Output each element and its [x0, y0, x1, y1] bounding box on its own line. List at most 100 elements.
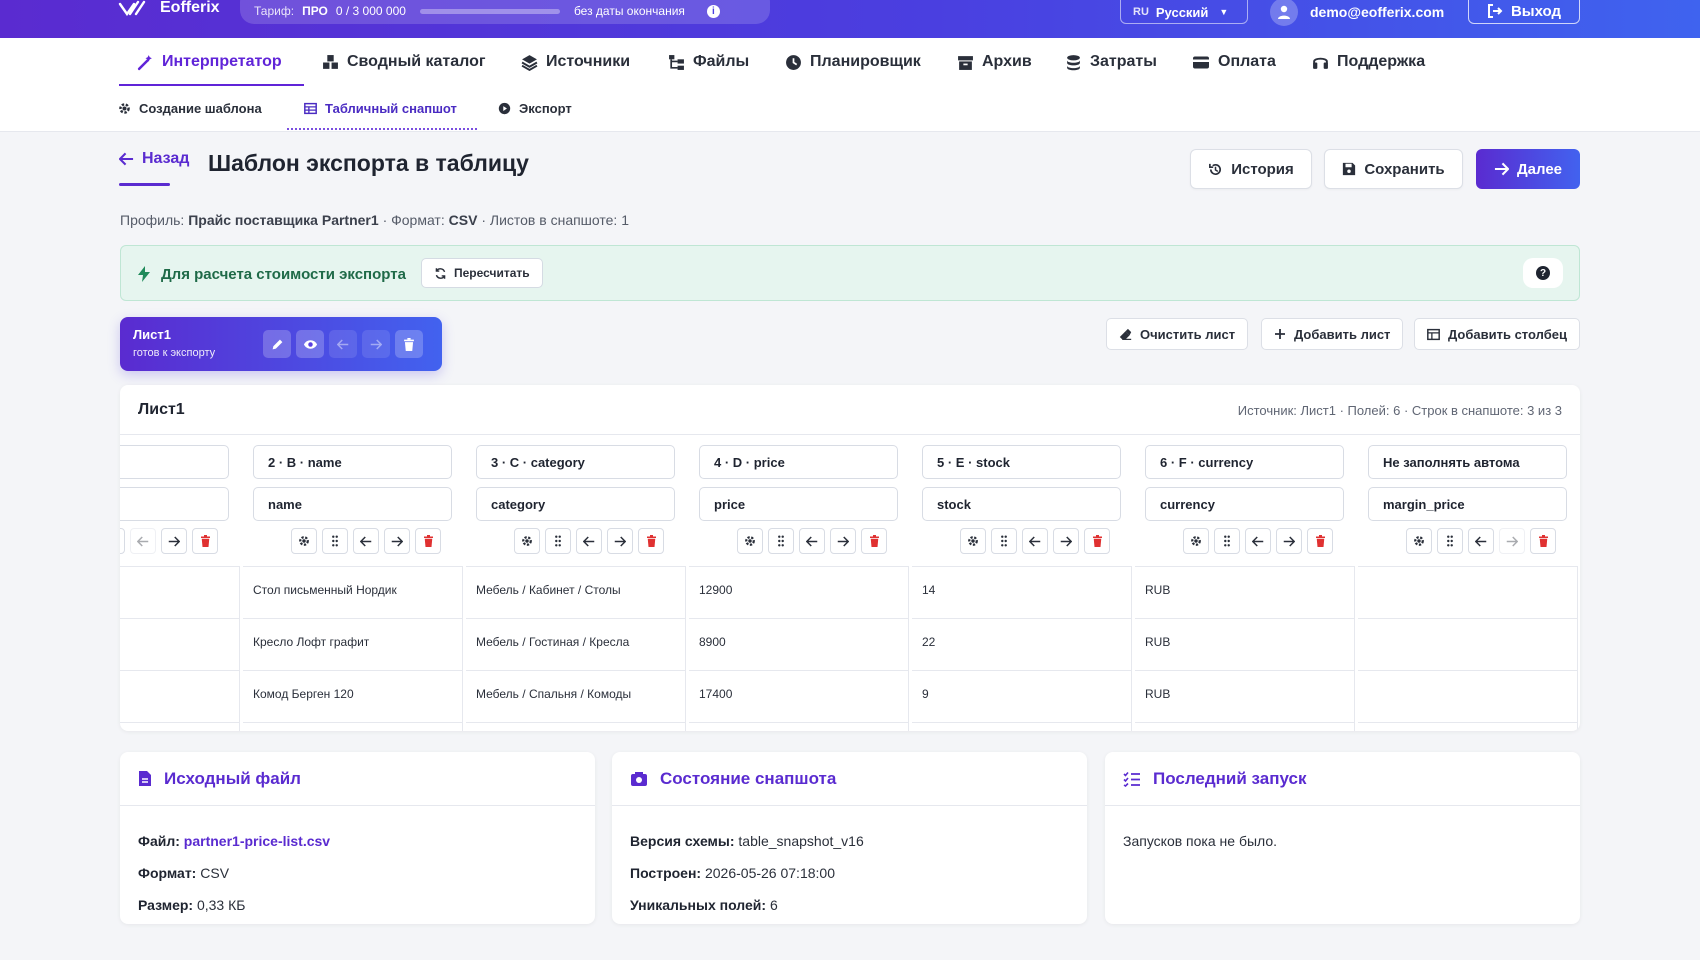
add-column-button[interactable]: Добавить столбец	[1414, 318, 1580, 350]
column-title-field[interactable]: 3 · C · category	[476, 445, 675, 479]
column-field-name-input[interactable]: stock	[922, 487, 1121, 521]
clear-sheet-button[interactable]: Очистить лист	[1106, 318, 1249, 350]
save-button[interactable]: Сохранить	[1324, 149, 1463, 189]
edit-sheet-button[interactable]	[263, 330, 291, 358]
column-field-name-input[interactable]	[120, 487, 229, 521]
snapshot-state-card: Состояние снапшота Версия схемы: table_s…	[612, 752, 1087, 924]
add-sheet-button[interactable]: Добавить лист	[1261, 318, 1404, 350]
move-column-left-button[interactable]	[353, 528, 379, 554]
table-cell: 22	[912, 620, 1132, 671]
column-title-field[interactable]: 5 · E · stock	[922, 445, 1121, 479]
nav-support[interactable]: Поддержка	[1312, 38, 1425, 86]
column-field-name-input[interactable]: name	[253, 487, 452, 521]
column-field-name-input[interactable]: price	[699, 487, 898, 521]
delete-column-button[interactable]	[1084, 528, 1110, 554]
delete-column-button[interactable]	[192, 528, 218, 554]
plus-icon	[1275, 329, 1285, 339]
column-drag-handle[interactable]	[1437, 528, 1463, 554]
preview-sheet-button[interactable]	[296, 330, 324, 358]
sheet-tab-active[interactable]: Лист1 готов к экспорту	[120, 317, 442, 371]
move-column-right-button[interactable]	[1499, 528, 1525, 554]
column-settings-button[interactable]	[1406, 528, 1432, 554]
column-title-field[interactable]: Не заполнять автома	[1368, 445, 1567, 479]
logout-button[interactable]: Выход	[1468, 0, 1580, 24]
column-field-name-input[interactable]: category	[476, 487, 675, 521]
tariff-progress-bar	[419, 8, 560, 14]
table-cell: RUB	[1135, 672, 1355, 723]
column-drag-handle[interactable]	[545, 528, 571, 554]
delete-column-button[interactable]	[415, 528, 441, 554]
nav-costs[interactable]: Затраты	[1065, 38, 1157, 86]
info-icon[interactable]: i	[706, 4, 720, 18]
column-settings-button[interactable]	[291, 528, 317, 554]
history-button[interactable]: История	[1190, 149, 1312, 189]
nav-label: Планировщик	[810, 53, 921, 70]
list-check-icon	[1123, 771, 1140, 787]
column-field-name-input[interactable]: margin_price	[1368, 487, 1567, 521]
language-select[interactable]: RU Русский ▼	[1120, 0, 1248, 24]
column-title-field[interactable]: 4 · D · price	[699, 445, 898, 479]
column-settings-button[interactable]	[1183, 528, 1209, 554]
nav-scheduler[interactable]: Планировщик	[785, 38, 921, 86]
column-field-name-input[interactable]: currency	[1145, 487, 1344, 521]
column-title-field[interactable]: 6 · F · currency	[1145, 445, 1344, 479]
subnav-table-snapshot[interactable]: Табличный снапшот	[304, 86, 457, 130]
user-email: demo@eofferix.com	[1310, 4, 1445, 20]
back-link[interactable]: Назад	[119, 150, 189, 168]
column-drag-handle[interactable]	[120, 528, 125, 554]
subnav-create-template[interactable]: Создание шаблона	[118, 86, 262, 130]
move-column-right-button[interactable]	[830, 528, 856, 554]
move-column-right-button[interactable]	[161, 528, 187, 554]
add-column-label: Добавить столбец	[1448, 326, 1567, 342]
user-menu[interactable]: demo@eofferix.com	[1270, 0, 1445, 26]
column-drag-handle[interactable]	[322, 528, 348, 554]
column-settings-button[interactable]	[737, 528, 763, 554]
column-settings-button[interactable]	[960, 528, 986, 554]
move-column-left-button[interactable]	[1468, 528, 1494, 554]
next-button[interactable]: Далее	[1476, 149, 1580, 189]
delete-column-button[interactable]	[1307, 528, 1333, 554]
move-column-left-button[interactable]	[576, 528, 602, 554]
nav-payment[interactable]: Оплата	[1192, 38, 1276, 86]
column-title-field[interactable]: ı	[120, 445, 229, 479]
language-code: RU	[1133, 6, 1149, 18]
column-header: Не заполнять автома margin_price	[1358, 436, 1578, 567]
next-label: Далее	[1516, 160, 1563, 178]
move-column-left-button[interactable]	[799, 528, 825, 554]
delete-sheet-button[interactable]	[395, 330, 423, 358]
help-button[interactable]: ?	[1523, 258, 1563, 288]
column-drag-handle[interactable]	[1214, 528, 1240, 554]
tariff-plan: ПРО	[302, 4, 328, 18]
move-column-right-button[interactable]	[384, 528, 410, 554]
column-settings-button[interactable]	[514, 528, 540, 554]
move-column-left-button[interactable]	[1022, 528, 1048, 554]
recalculate-button[interactable]: Пересчитать	[421, 258, 543, 288]
last-run-card: Последний запуск Запусков пока не было.	[1105, 752, 1580, 924]
move-sheet-right-button[interactable]	[362, 330, 390, 358]
meta-format-label: · Формат:	[382, 212, 445, 228]
delete-column-button[interactable]	[638, 528, 664, 554]
column-drag-handle[interactable]	[991, 528, 1017, 554]
move-column-right-button[interactable]	[1276, 528, 1302, 554]
source-file-format-label: Формат:	[138, 865, 197, 881]
delete-column-button[interactable]	[861, 528, 887, 554]
brand-logo[interactable]: Eofferix	[118, 0, 220, 16]
column-drag-handle[interactable]	[768, 528, 794, 554]
nav-files[interactable]: Файлы	[668, 38, 749, 86]
drag-handle-icon	[1222, 535, 1232, 547]
move-column-left-button[interactable]	[130, 528, 156, 554]
delete-column-button[interactable]	[1530, 528, 1556, 554]
nav-catalog[interactable]: Сводный каталог	[322, 38, 486, 86]
move-column-left-button[interactable]	[1245, 528, 1271, 554]
schema-version-label: Версия схемы:	[630, 833, 735, 849]
move-sheet-left-button[interactable]	[329, 330, 357, 358]
source-file-link[interactable]: partner1-price-list.csv	[183, 833, 331, 849]
nav-interpreter[interactable]: Интерпретатор	[137, 38, 282, 86]
nav-sources[interactable]: Источники	[521, 38, 630, 86]
subnav-export[interactable]: Экспорт	[498, 86, 572, 130]
column-title-field[interactable]: 2 · B · name	[253, 445, 452, 479]
move-column-right-button[interactable]	[607, 528, 633, 554]
move-column-right-button[interactable]	[1053, 528, 1079, 554]
nav-archive[interactable]: Архив	[957, 38, 1032, 86]
